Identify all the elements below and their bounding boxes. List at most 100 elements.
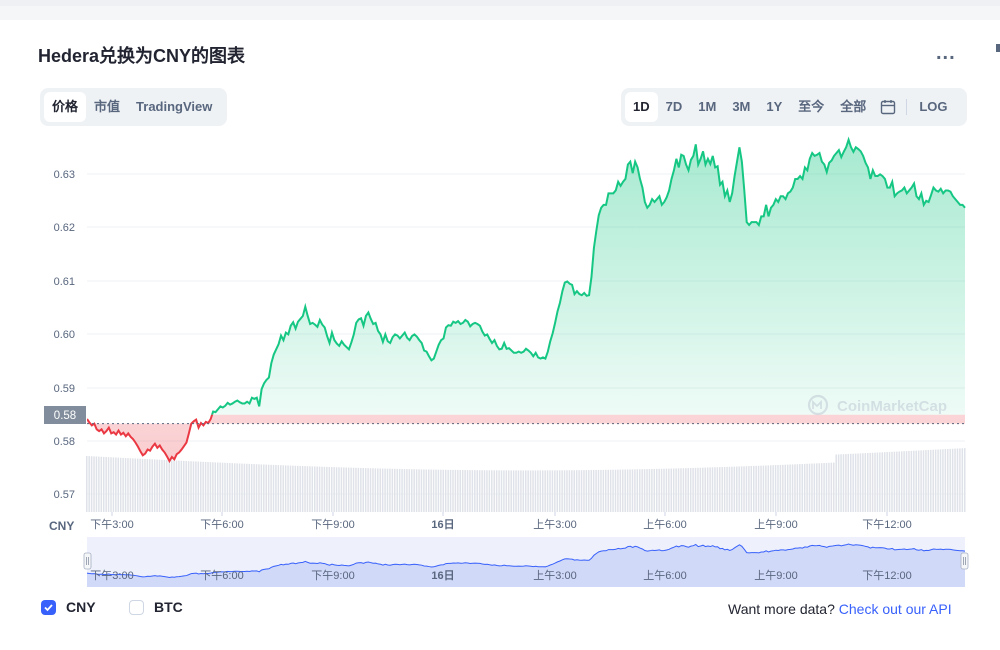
volume-bar xyxy=(510,470,512,512)
navigator-x-label: 下午6:00 xyxy=(200,569,243,582)
volume-bar xyxy=(578,470,580,512)
coinmarketcap-logo-icon xyxy=(807,394,829,416)
volume-bar xyxy=(190,461,192,512)
checkbox-checked-icon[interactable] xyxy=(41,599,56,615)
volume-bar xyxy=(563,470,566,512)
volume-bar xyxy=(102,456,105,512)
volume-bar xyxy=(493,470,495,512)
volume-bar xyxy=(842,454,845,512)
volume-bar xyxy=(816,463,818,512)
top-band-inner xyxy=(0,6,1000,20)
volume-bar xyxy=(896,451,898,512)
volume-bar xyxy=(313,466,316,512)
volume-bar xyxy=(706,467,709,512)
volume-bar xyxy=(495,470,498,512)
y-tick-label: 0.60 xyxy=(54,329,75,341)
range-7d[interactable]: 7D xyxy=(665,99,683,114)
volume-bar xyxy=(340,467,343,512)
volume-bar xyxy=(226,462,229,512)
tab-tradingview[interactable]: TradingView xyxy=(136,99,213,114)
more-options-button[interactable]: ... xyxy=(936,42,956,64)
tab-price[interactable]: 价格 xyxy=(44,92,87,122)
volume-bar xyxy=(527,470,529,512)
volume-bar xyxy=(134,458,137,512)
legend-cny[interactable]: CNY xyxy=(41,599,96,615)
volume-bar xyxy=(241,463,243,512)
volume-bar xyxy=(532,470,534,512)
range-ytd[interactable]: 至今 xyxy=(798,99,825,114)
time-range-tabs: 1D 7D 1M 3M 1Y 至今 全部 LOG xyxy=(621,88,967,126)
volume-bar xyxy=(442,469,445,512)
range-all[interactable]: 全部 xyxy=(840,99,867,114)
volume-bar xyxy=(937,449,939,512)
api-link[interactable]: Check out our API xyxy=(838,601,952,617)
currency-label: CNY xyxy=(49,519,74,533)
volume-bar xyxy=(199,461,202,512)
y-tick-label: 0.62 xyxy=(54,222,75,234)
volume-bar xyxy=(316,466,318,512)
volume-bar xyxy=(750,466,753,512)
legend-btc[interactable]: BTC xyxy=(129,599,183,615)
volume-bar xyxy=(117,457,120,512)
volume-bar xyxy=(956,448,959,512)
tab-market-cap[interactable]: 市值 xyxy=(94,99,121,114)
volume-bar xyxy=(326,466,328,512)
calendar-icon[interactable] xyxy=(874,92,902,122)
navigator-right-handle[interactable] xyxy=(960,552,969,570)
volume-bar xyxy=(216,462,219,512)
volume-bar xyxy=(597,469,600,512)
volume-bar xyxy=(692,467,694,512)
volume-bar xyxy=(459,469,462,512)
x-tick-label: 下午3:00 xyxy=(90,518,133,531)
range-1y[interactable]: 1Y xyxy=(766,99,783,114)
volume-bar xyxy=(444,469,447,512)
volume-bar xyxy=(122,457,124,512)
volume-bar xyxy=(689,468,692,512)
volume-bar xyxy=(607,469,609,512)
volume-bar xyxy=(554,470,556,512)
log-scale-button[interactable]: LOG xyxy=(919,99,948,114)
volume-bar xyxy=(381,468,384,512)
volume-bar xyxy=(777,464,779,512)
navigator-left-handle[interactable] xyxy=(83,552,92,570)
volume-bar xyxy=(799,464,801,512)
volume-bar xyxy=(900,451,903,512)
navigator[interactable]: 下午3:00 下午6:00 下午9:00 16日 上午3:00 上午6:00 上午9:00 下… xyxy=(83,537,969,587)
volume-bar xyxy=(573,470,576,512)
y-axis: 0.63 0.62 0.61 0.60 0.59 0.58 0.57 xyxy=(54,169,75,501)
legend-label-btc: BTC xyxy=(154,599,183,615)
volume-bar xyxy=(745,466,748,512)
volume-bar xyxy=(275,464,277,512)
volume-bar xyxy=(546,470,549,512)
checkbox-unchecked-icon[interactable] xyxy=(129,599,144,615)
volume-bar xyxy=(685,468,687,512)
volume-bar xyxy=(170,460,173,512)
volume-bar xyxy=(767,465,770,512)
volume-bar xyxy=(702,467,704,512)
volume-bar xyxy=(733,466,736,512)
volume-bar xyxy=(151,459,153,512)
volume-bar xyxy=(119,457,122,512)
volume-bar xyxy=(859,453,862,512)
volume-bar xyxy=(697,467,699,512)
range-1d[interactable]: 1D xyxy=(625,92,658,122)
volume-bar xyxy=(670,468,673,512)
volume-bar xyxy=(192,461,195,512)
volume-bar xyxy=(658,468,660,512)
volume-bar xyxy=(335,467,338,512)
volume-bar xyxy=(551,470,554,512)
volume-bar xyxy=(163,459,166,512)
volume-bar xyxy=(95,456,98,512)
range-1m[interactable]: 1M xyxy=(698,99,717,114)
toolbar-divider xyxy=(906,99,908,115)
volume-bar xyxy=(508,470,510,512)
range-3m[interactable]: 3M xyxy=(732,99,751,114)
volume-bar xyxy=(714,467,716,512)
volume-bar xyxy=(377,468,379,512)
volume-bar xyxy=(748,466,750,512)
volume-bar xyxy=(427,469,430,512)
volume-bar xyxy=(263,464,265,512)
volume-bar xyxy=(813,463,816,512)
volume-bar xyxy=(435,469,437,512)
